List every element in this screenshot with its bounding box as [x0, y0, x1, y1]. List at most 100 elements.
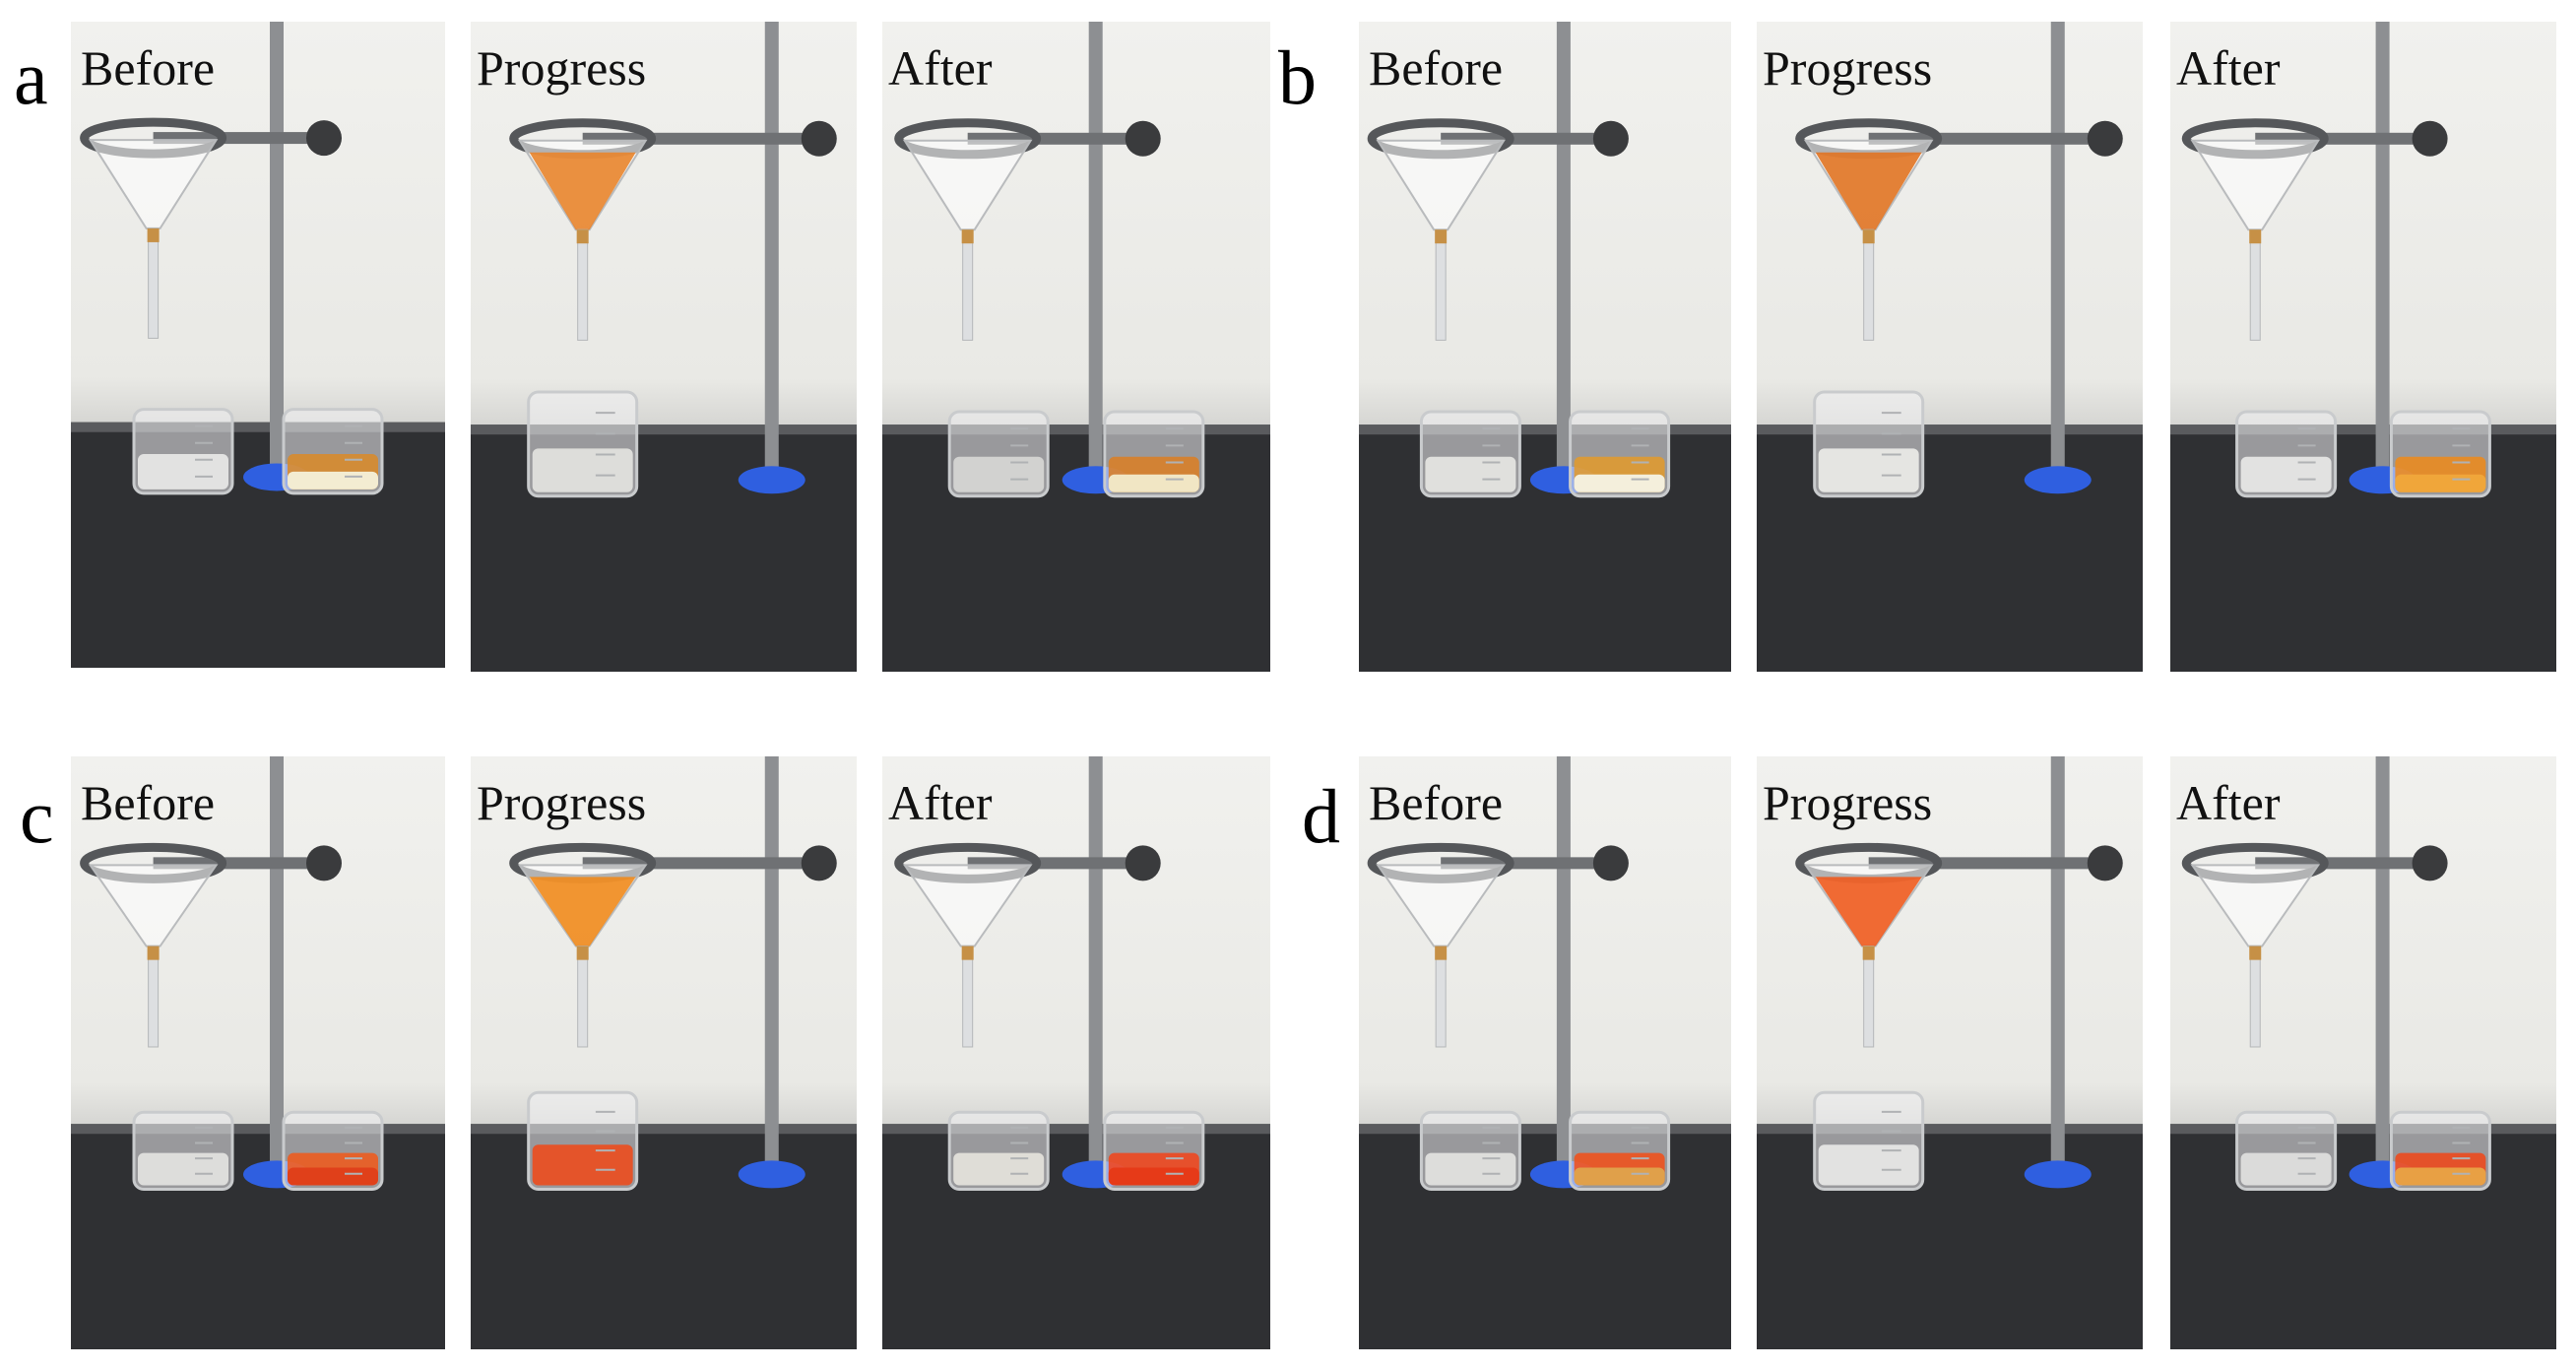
collection-beaker — [1419, 1110, 1521, 1191]
stage-label: After — [888, 40, 993, 96]
bench-edge — [471, 424, 857, 435]
collection-beaker — [132, 1110, 234, 1191]
collection-beaker — [527, 1090, 639, 1191]
stand-rod — [270, 22, 284, 475]
feed-beaker — [2389, 1110, 2491, 1191]
photo-c-after: After — [882, 756, 1270, 1349]
clamp-knob — [2087, 120, 2123, 157]
funnel-membrane — [961, 229, 974, 244]
stage-label: Progress — [1763, 775, 1933, 830]
funnel-membrane — [576, 229, 589, 244]
filtration-setup-illustration — [1757, 756, 2143, 1349]
funnel-stem — [577, 228, 589, 341]
funnel-stem — [2249, 228, 2261, 341]
bench-surface — [2170, 424, 2556, 672]
stand-rod — [1556, 756, 1571, 1172]
collection-beaker — [132, 408, 234, 495]
glass-funnel — [902, 139, 1033, 231]
glass-funnel — [88, 139, 219, 229]
feed-beaker — [2389, 410, 2491, 498]
stand-rod — [764, 756, 779, 1172]
feed-beaker — [282, 1110, 384, 1191]
stand-rod — [2050, 22, 2065, 477]
funnel-stem — [962, 228, 974, 341]
bench-surface — [71, 422, 445, 668]
collection-beaker — [1813, 1090, 1925, 1191]
bench-edge — [1359, 1124, 1731, 1135]
stage-label: After — [2176, 40, 2281, 96]
stage-label: Before — [81, 775, 216, 830]
stand-foot — [2024, 466, 2092, 494]
filtration-setup-illustration — [882, 22, 1270, 672]
glass-funnel — [902, 864, 1033, 947]
funnel-liquid — [1815, 152, 1922, 230]
stage-label: Progress — [477, 775, 647, 830]
filtration-setup-illustration — [2170, 22, 2556, 672]
bench-edge — [2170, 1124, 2556, 1135]
funnel-stem — [577, 946, 589, 1048]
funnel-membrane — [1862, 946, 1875, 960]
filtration-setup-illustration — [1359, 22, 1731, 672]
stand-foot — [2024, 1160, 2092, 1189]
stage-label: After — [888, 775, 993, 830]
stage-label: Before — [1369, 40, 1504, 96]
filtration-setup-illustration — [882, 756, 1270, 1349]
glass-funnel — [88, 864, 219, 947]
feed-beaker — [1103, 1110, 1205, 1191]
bench-surface — [1359, 1124, 1731, 1349]
bench-edge — [882, 424, 1270, 435]
stand-rod — [270, 756, 284, 1172]
filtration-setup-illustration — [471, 756, 857, 1349]
stand-foot — [738, 1160, 805, 1189]
feed-beaker — [282, 408, 384, 495]
stand-rod — [2375, 756, 2390, 1172]
clamp-knob — [801, 845, 837, 881]
stand-rod — [1556, 22, 1571, 477]
funnel-stem — [1863, 946, 1875, 1048]
funnel-membrane — [1862, 229, 1875, 244]
stand-rod — [1088, 756, 1103, 1172]
bench-edge — [1757, 424, 2143, 435]
stand-foot — [738, 466, 805, 494]
funnel-stem — [1863, 228, 1875, 341]
clamp-knob — [306, 120, 342, 157]
funnel-stem — [962, 946, 974, 1048]
filtration-setup-illustration — [1757, 22, 2143, 672]
photo-c-before: Before — [71, 756, 445, 1349]
funnel-stem — [1435, 946, 1447, 1048]
funnel-liquid — [529, 152, 636, 230]
stand-rod — [764, 22, 779, 477]
feed-beaker — [1103, 410, 1205, 498]
photo-c-progress: Progress — [471, 756, 857, 1349]
funnel-stem — [148, 228, 160, 339]
clamp-knob — [2087, 845, 2123, 881]
clamp-knob — [306, 845, 342, 881]
bench-surface — [71, 1124, 445, 1349]
collection-beaker — [947, 1110, 1050, 1191]
bench-edge — [1757, 1124, 2143, 1135]
filtration-setup-illustration — [471, 22, 857, 672]
feed-beaker — [1569, 1110, 1671, 1191]
glass-funnel — [1376, 139, 1506, 231]
clamp-knob — [801, 120, 837, 157]
photo-a-progress: Progress — [471, 22, 857, 672]
funnel-membrane — [2249, 946, 2262, 960]
stand-rod — [2050, 756, 2065, 1172]
collection-beaker — [1813, 390, 1925, 498]
bench-surface — [882, 1124, 1270, 1349]
photo-b-after: After — [2170, 22, 2556, 672]
stand-rod — [1088, 22, 1103, 477]
funnel-membrane — [961, 946, 974, 960]
stage-label: Progress — [477, 40, 647, 96]
panel-letter-c: c — [20, 773, 54, 859]
stage-label: Before — [81, 40, 216, 96]
photo-b-before: Before — [1359, 22, 1731, 672]
funnel-membrane — [1435, 946, 1448, 960]
glass-funnel — [2190, 139, 2321, 231]
photo-a-after: After — [882, 22, 1270, 672]
clamp-knob — [2412, 120, 2448, 157]
collection-beaker — [2235, 410, 2338, 498]
funnel-liquid — [1815, 877, 1922, 946]
clamp-knob — [1125, 120, 1161, 157]
